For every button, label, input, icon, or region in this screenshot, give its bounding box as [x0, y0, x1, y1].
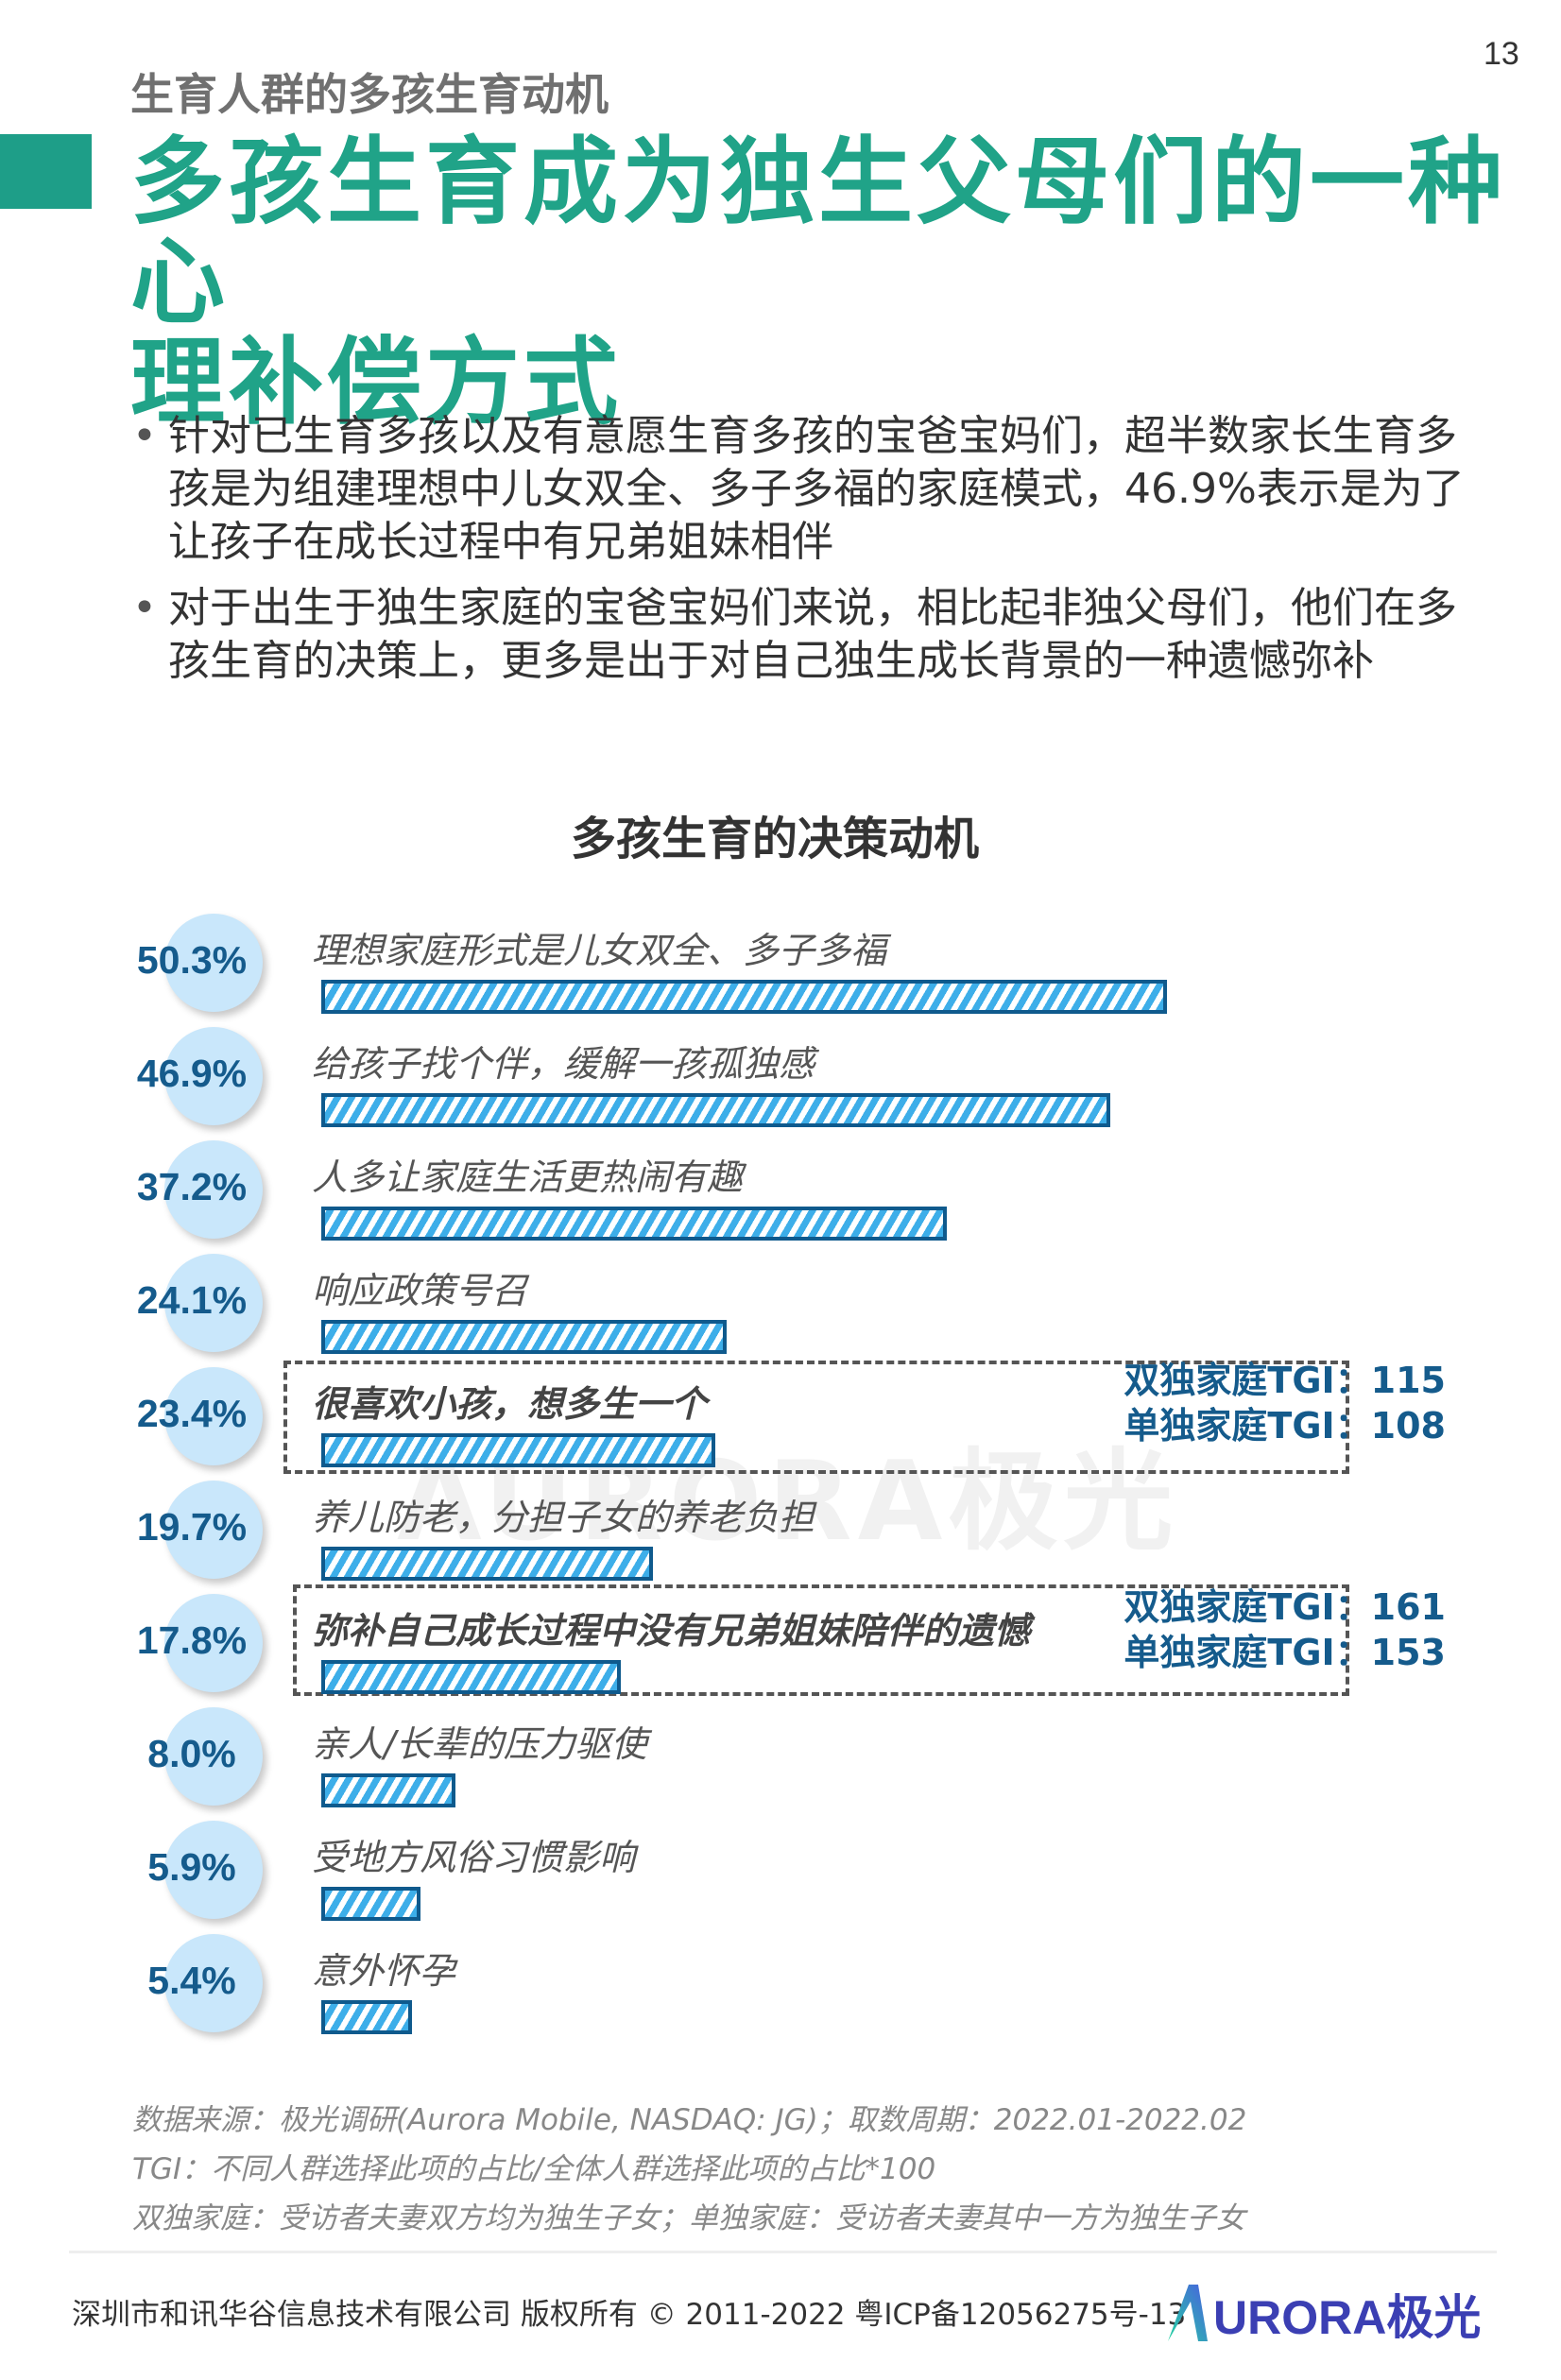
- bullet-item: 针对已生育多孩以及有意愿生育多孩的宝爸宝妈们，超半数家长生育多孩是为组建理想中儿…: [132, 410, 1474, 569]
- category-label: 给孩子找个伴，缓解一孩孤独感: [312, 1043, 815, 1085]
- value-circle: [164, 914, 263, 1012]
- bar: [321, 1433, 715, 1467]
- tgi-label: 单独家庭TGI：108: [1124, 1405, 1446, 1447]
- value-label: 17.8%: [136, 1618, 248, 1662]
- bullet-list: 针对已生育多孩以及有意愿生育多孩的宝爸宝妈们，超半数家长生育多孩是为组建理想中儿…: [132, 410, 1474, 701]
- chart-title: 多孩生育的决策动机: [570, 813, 979, 865]
- value-circle: [164, 1481, 263, 1579]
- accent-block: [0, 134, 92, 209]
- value-circle: [164, 1707, 263, 1806]
- page-number: 13: [1484, 36, 1519, 72]
- value-circle: [164, 1367, 263, 1465]
- value-label: 37.2%: [136, 1165, 248, 1208]
- value-label: 8.0%: [147, 1732, 236, 1775]
- bar: [321, 980, 1168, 1014]
- value-circle: [164, 1594, 263, 1692]
- bullet-item: 对于出生于独生家庭的宝爸宝妈们来说，相比起非独父母们，他们在多孩生育的决策上，更…: [132, 582, 1474, 688]
- category-label: 理想家庭形式是儿女双全、多子多福: [312, 930, 887, 971]
- value-circle: [164, 1027, 263, 1125]
- page-title: 多孩生育成为独生父母们的一种心 理补偿方式: [130, 132, 1510, 433]
- value-label: 5.4%: [147, 1959, 236, 2002]
- tgi-label: 双独家庭TGI：115: [1124, 1360, 1446, 1401]
- bar: [321, 1093, 1110, 1127]
- category-label: 弥补自己成长过程中没有兄弟姐妹陪伴的遗憾: [312, 1610, 1031, 1652]
- section-title: 生育人群的多孩生育动机: [130, 69, 609, 120]
- footnote-source: 数据来源：极光调研(Aurora Mobile, NASDAQ: JG)；取数周…: [132, 2103, 1247, 2137]
- bar: [321, 1320, 727, 1354]
- value-circle: [164, 1821, 263, 1919]
- footnote-tgi: TGI：不同人群选择此项的占比/全体人群选择此项的占比*100: [132, 2152, 936, 2186]
- bar: [321, 1773, 456, 1807]
- category-label: 人多让家庭生活更热闹有趣: [312, 1156, 744, 1198]
- highlight-box: [283, 1361, 1349, 1474]
- footnote-definition: 双独家庭：受访者夫妻双方均为独生子女；单独家庭：受访者夫妻其中一方为独生子女: [132, 2201, 1245, 2235]
- category-label: 响应政策号召: [312, 1270, 528, 1311]
- title-line: 多孩生育成为独生父母们的一种心: [130, 127, 1506, 337]
- tgi-label: 单独家庭TGI：153: [1124, 1632, 1446, 1673]
- value-circle: [164, 1934, 263, 2032]
- category-label: 受地方风俗习惯影响: [312, 1837, 636, 1878]
- value-circle: [164, 1254, 263, 1352]
- value-label: 24.1%: [136, 1278, 248, 1322]
- value-label: 46.9%: [136, 1052, 248, 1095]
- value-circle: [164, 1140, 263, 1239]
- bar: [321, 2000, 413, 2034]
- logo-text: URORA极光: [1213, 2291, 1481, 2343]
- bar: [321, 1887, 421, 1921]
- value-label: 23.4%: [136, 1392, 248, 1435]
- value-label: 19.7%: [136, 1505, 248, 1549]
- bar: [321, 1660, 621, 1694]
- category-label: 养儿防老，分担子女的养老负担: [312, 1497, 815, 1538]
- bar: [321, 1547, 653, 1581]
- category-label: 意外怀孕: [312, 1950, 456, 1992]
- value-label: 5.9%: [147, 1845, 236, 1889]
- logo-mark: [1168, 2285, 1208, 2341]
- category-label: 亲人/长辈的压力驱使: [312, 1723, 647, 1765]
- footer-divider: [69, 2251, 1497, 2253]
- footer-copyright: 深圳市和讯华谷信息技术有限公司 版权所有 © 2011-2022 粤ICP备12…: [72, 2298, 1187, 2332]
- bar: [321, 1207, 948, 1241]
- highlight-box: [293, 1584, 1349, 1696]
- category-label: 很喜欢小孩，想多生一个: [312, 1383, 708, 1425]
- aurora-logo: URORA极光: [1168, 2285, 1481, 2343]
- tgi-label: 双独家庭TGI：161: [1124, 1586, 1446, 1628]
- value-label: 50.3%: [136, 938, 248, 982]
